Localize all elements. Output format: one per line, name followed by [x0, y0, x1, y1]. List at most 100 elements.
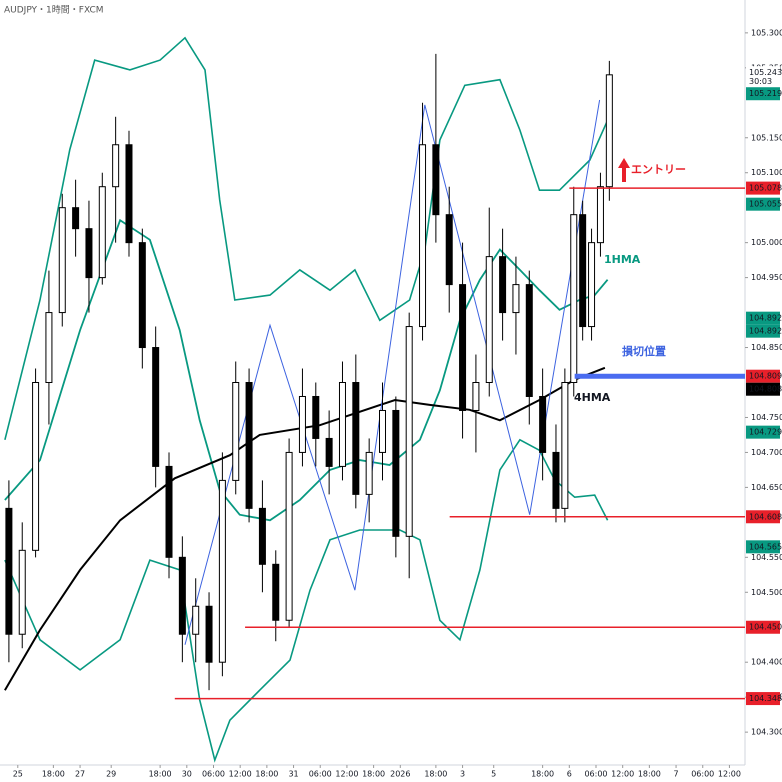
candle-body	[596, 186, 604, 244]
overlay-line	[4, 366, 606, 691]
candle-body	[218, 479, 226, 663]
price-tag-label: 104.608	[749, 512, 782, 521]
candle-body	[5, 507, 13, 635]
candle-body	[525, 284, 533, 397]
price-tag	[746, 510, 780, 524]
candle-body	[72, 207, 80, 230]
x-tick-label: 25	[13, 770, 23, 779]
candle-body	[365, 451, 373, 495]
candle-body	[485, 256, 493, 383]
candle-body	[579, 214, 587, 328]
price-tag	[746, 692, 780, 706]
candle-body	[152, 347, 160, 467]
price-tag-label: 104.348	[749, 694, 782, 703]
y-tick-label: 104.300	[751, 728, 782, 737]
x-tick-label: 06:00	[584, 770, 607, 779]
x-tick-label: 12:00	[611, 770, 634, 779]
price-tag-label: 104.450	[749, 623, 782, 632]
candle-body	[379, 409, 387, 453]
candle-body	[45, 312, 53, 383]
price-tag	[746, 425, 780, 439]
candle-body	[58, 207, 66, 314]
y-tick-label: 104.750	[751, 413, 782, 422]
x-tick-label: 31	[288, 770, 298, 779]
x-tick-label: 5	[491, 770, 496, 779]
candle-body	[445, 214, 453, 286]
price-tag-label: 104.809	[749, 372, 782, 381]
x-tick-label: 18:00	[149, 770, 172, 779]
chart-title: AUDJPY・1時間・FXCM	[4, 5, 104, 16]
candle-body	[232, 382, 240, 481]
price-tag-label: 105.078	[749, 184, 782, 193]
x-tick-label: 30	[182, 770, 192, 779]
candle-body	[459, 284, 467, 411]
price-tag-sub: 30:03	[749, 77, 772, 86]
y-tick-label: 104.550	[751, 553, 782, 562]
x-tick-label: 06:00	[691, 770, 714, 779]
x-tick-label: 18:00	[255, 770, 278, 779]
candle-body	[165, 465, 173, 558]
x-tick-label: 2026	[390, 770, 410, 779]
candle-body	[298, 395, 306, 453]
price-tag-label: 104.892	[749, 314, 782, 323]
candle-body	[499, 256, 507, 314]
price-tag	[746, 181, 780, 195]
y-tick-label: 104.500	[751, 588, 782, 597]
x-tick-label: 18:00	[42, 770, 65, 779]
candle-body	[352, 382, 360, 495]
price-tag	[746, 311, 780, 325]
entry-arrow	[618, 158, 630, 182]
price-tag-label: 105.055	[749, 200, 782, 209]
price-tag	[746, 540, 780, 554]
x-tick-label: 27	[75, 770, 85, 779]
candle-body	[272, 563, 280, 621]
ma1-label: 1HMA	[604, 253, 641, 266]
candle-body	[125, 144, 133, 244]
price-tag-label: 105.219	[749, 89, 782, 98]
candle-body	[419, 144, 427, 328]
price-tag-label: 104.808	[749, 385, 782, 394]
x-tick-label: 3	[460, 770, 465, 779]
candle-body	[539, 395, 547, 453]
candle-body	[432, 144, 440, 216]
candle-body	[192, 605, 200, 635]
y-tick-label: 104.950	[751, 273, 782, 282]
price-tag-label: 104.565	[749, 542, 782, 551]
price-tag-label: 105.243	[749, 68, 782, 77]
price-tag	[746, 66, 780, 87]
overlay-line	[4, 36, 609, 440]
y-tick-label: 104.700	[751, 448, 782, 457]
x-tick-label: 18:00	[424, 770, 447, 779]
candle-body	[552, 451, 560, 509]
y-tick-label: 104.850	[751, 343, 782, 352]
x-tick-label: 06:00	[202, 770, 225, 779]
ma4-label: 4HMA	[574, 391, 611, 404]
x-tick-label: 06:00	[309, 770, 332, 779]
candle-body	[338, 382, 346, 467]
candle-body	[138, 242, 146, 349]
x-tick-label: 12:00	[718, 770, 741, 779]
price-tag	[746, 620, 780, 634]
candle-body	[98, 186, 106, 279]
candle-body	[312, 395, 320, 439]
candle-body	[570, 214, 578, 383]
y-tick-label: 104.650	[751, 483, 782, 492]
x-tick-label: 29	[106, 770, 116, 779]
x-tick-label: 18:00	[531, 770, 554, 779]
price-tag	[746, 87, 780, 101]
candle-body	[392, 409, 400, 537]
x-tick-label: 7	[674, 770, 679, 779]
stop-label: 損切位置	[622, 344, 666, 358]
candle-body	[32, 382, 40, 551]
candle-body	[588, 242, 596, 328]
entry-label: エントリー	[631, 163, 686, 176]
overlay-line	[4, 438, 609, 763]
x-tick-label: 18:00	[362, 770, 385, 779]
price-tag	[746, 324, 780, 338]
candle-body	[85, 228, 93, 279]
price-tag	[746, 197, 780, 211]
overlay-line	[4, 218, 609, 522]
candle-body	[18, 549, 26, 635]
